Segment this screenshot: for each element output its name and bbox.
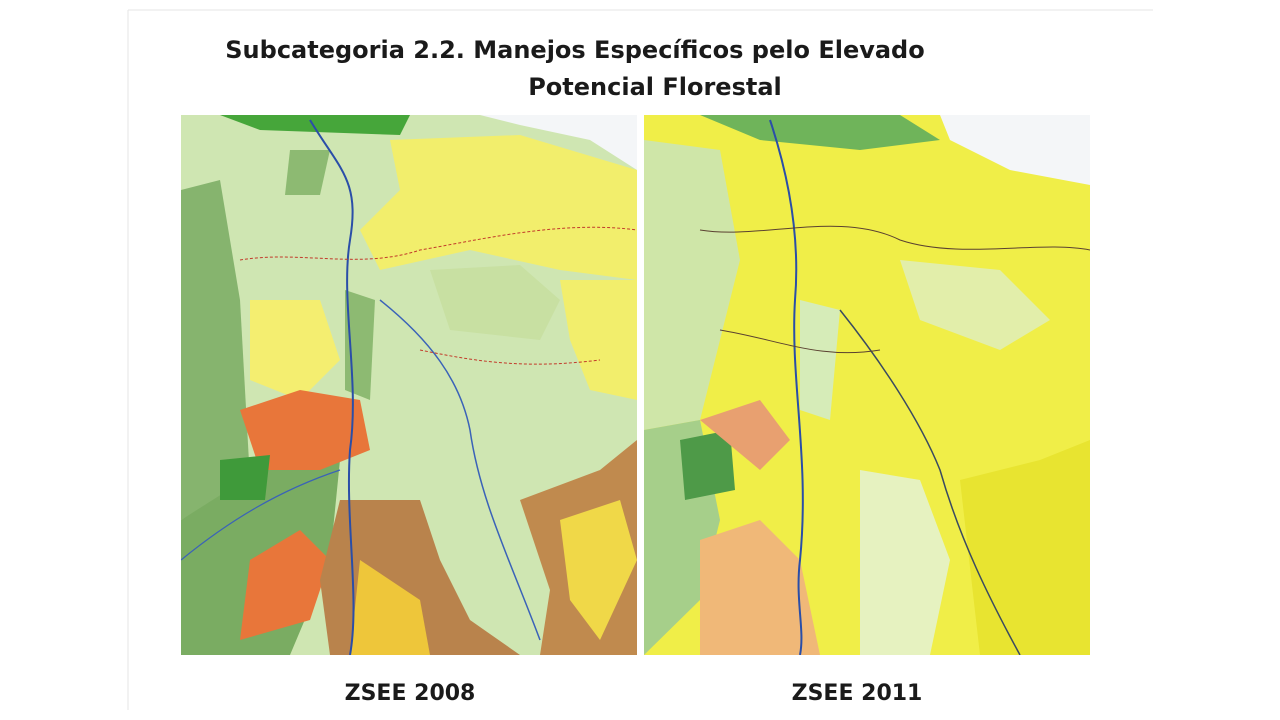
map-2011 bbox=[644, 115, 1090, 655]
map-2008 bbox=[181, 115, 637, 655]
map-caption: ZSEE 2011 bbox=[792, 681, 923, 706]
title-line: Potencial Florestal bbox=[528, 73, 782, 101]
title-line: Subcategoria 2.2. Manejos Específicos pe… bbox=[225, 36, 924, 64]
map-caption: ZSEE 2008 bbox=[345, 681, 476, 706]
